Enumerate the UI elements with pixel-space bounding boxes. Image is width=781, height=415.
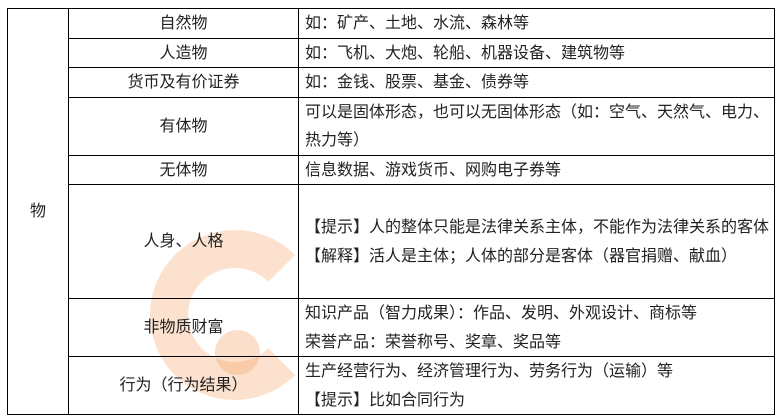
description-cell: 知识产品（智力成果）：作品、发明、外观设计、商标等 荣誉产品：荣誉称号、奖章、奖…	[298, 298, 775, 357]
type-cell: 有体物	[68, 96, 299, 156]
description-cell: 如：矿产、土地、水流、森林等	[298, 8, 775, 39]
description-cell: 可以是固体形态，也可以无固体形态（如：空气、天然气、电力、热力等）	[298, 96, 775, 156]
description-line: 可以是固体形态，也可以无固体形态（如：空气、天然气、电力、热力等）	[305, 101, 770, 150]
description-line: 如：金钱、股票、基金、债券等	[305, 72, 530, 91]
description-line: 如：飞机、大炮、轮船、机器设备、建筑物等	[305, 42, 626, 62]
description-cell: 如：金钱、股票、基金、债券等	[298, 67, 775, 98]
type-cell: 货币及有价证券	[68, 67, 299, 98]
type-cell: 人身、人格	[68, 184, 299, 299]
table-row: 货币及有价证券 如：金钱、股票、基金、债券等	[8, 67, 775, 98]
explanation-line: 【解释】活人是主体；人体的部分是客体（器官捐赠、献血）	[305, 245, 738, 265]
table-row: 有体物 可以是固体形态，也可以无固体形态（如：空气、天然气、电力、热力等）	[8, 96, 775, 156]
table-row: 无体物 信息数据、游戏货币、网购电子券等	[8, 154, 775, 185]
table-row: 物 自然物 如：矿产、土地、水流、森林等	[7, 8, 775, 415]
description-cell: 生产经营行为、经济管理行为、劳务行为（运输）等 【提示】比如合同行为	[298, 356, 775, 415]
description-cell: 信息数据、游戏货币、网购电子券等	[298, 154, 775, 185]
type-cell: 无体物	[68, 154, 299, 185]
category-cell: 物	[7, 8, 69, 415]
table-row: 行为（行为结果） 生产经营行为、经济管理行为、劳务行为（运输）等 【提示】比如合…	[8, 356, 775, 415]
type-cell: 行为（行为结果）	[68, 356, 299, 415]
description-line: 生产经营行为、经济管理行为、劳务行为（运输）等	[305, 361, 674, 380]
hint-line: 【提示】人的整体只能是法律关系主体，不能作为法律关系的客体	[305, 217, 770, 236]
legal-object-table: 物 自然物 如：矿产、土地、水流、森林等 人造物 如：飞机、大炮、轮船、机器设备…	[7, 8, 775, 415]
description-line: 知识产品（智力成果）：作品、发明、外观设计、商标等	[305, 303, 698, 322]
description-cell: 如：飞机、大炮、轮船、机器设备、建筑物等	[298, 37, 775, 68]
hint-line: 【提示】比如合同行为	[305, 389, 466, 409]
table-row: 非物质财富 知识产品（智力成果）：作品、发明、外观设计、商标等 荣誉产品：荣誉称…	[8, 298, 775, 357]
description-cell: 【提示】人的整体只能是法律关系主体，不能作为法律关系的客体 【解释】活人是主体；…	[298, 184, 775, 299]
type-cell: 非物质财富	[68, 298, 299, 357]
description-line: 如：矿产、土地、水流、森林等	[305, 13, 530, 32]
table-row: 人造物 如：飞机、大炮、轮船、机器设备、建筑物等	[8, 37, 775, 68]
table-row: 人身、人格 【提示】人的整体只能是法律关系主体，不能作为法律关系的客体 【解释】…	[8, 184, 775, 299]
description-line: 信息数据、游戏货币、网购电子券等	[305, 159, 562, 179]
description-line: 荣誉产品：荣誉称号、奖章、奖品等	[305, 331, 562, 351]
type-cell: 自然物	[68, 8, 299, 39]
type-cell: 人造物	[68, 37, 299, 68]
